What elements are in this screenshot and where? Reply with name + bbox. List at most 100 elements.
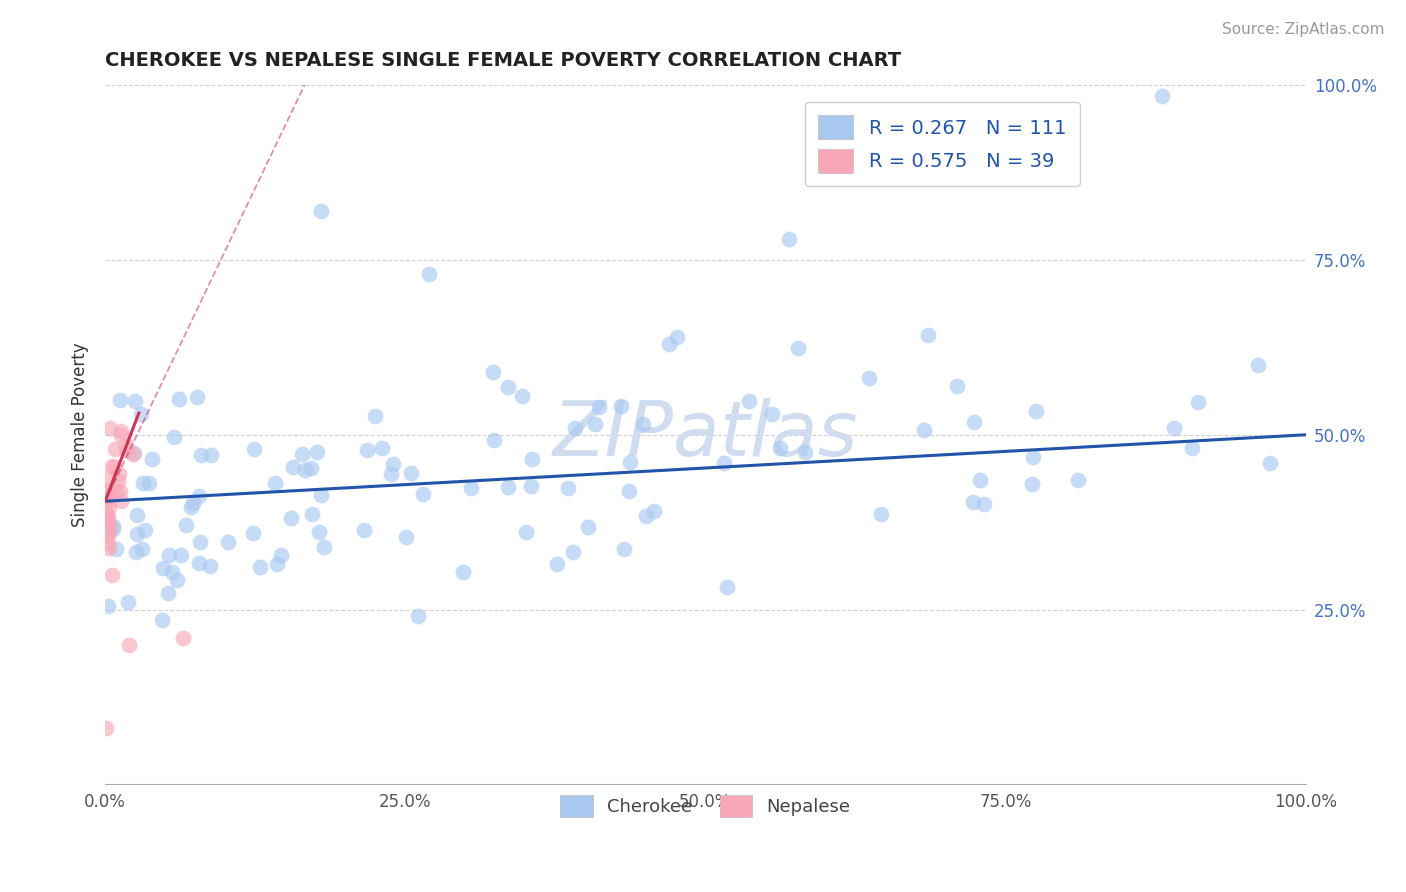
- Cherokee: [858, 370, 880, 384]
- Cherokee: [186, 390, 208, 404]
- Cherokee: [294, 463, 316, 477]
- Cherokee: [460, 481, 482, 495]
- Cherokee: [619, 455, 641, 469]
- Cherokee: [364, 409, 387, 424]
- Cherokee: [134, 523, 156, 537]
- Cherokee: [963, 415, 986, 429]
- Nepalese: [101, 487, 124, 501]
- Cherokee: [482, 365, 505, 379]
- Cherokee: [564, 421, 586, 435]
- Cherokee: [103, 519, 125, 533]
- Cherokee: [131, 541, 153, 556]
- Cherokee: [520, 478, 543, 492]
- Cherokee: [188, 489, 211, 503]
- Cherokee: [270, 549, 292, 563]
- Nepalese: [103, 460, 125, 475]
- Cherokee: [870, 507, 893, 521]
- Cherokee: [200, 449, 222, 463]
- Cherokee: [412, 487, 434, 501]
- Cherokee: [122, 446, 145, 460]
- Cherokee: [125, 545, 148, 559]
- Cherokee: [515, 524, 537, 539]
- Cherokee: [301, 507, 323, 521]
- Cherokee: [167, 392, 190, 406]
- Nepalese: [100, 567, 122, 582]
- Cherokee: [309, 488, 332, 502]
- Cherokee: [141, 452, 163, 467]
- Cherokee: [713, 456, 735, 470]
- Legend: Cherokee, Nepalese: Cherokee, Nepalese: [553, 788, 858, 824]
- Cherokee: [520, 451, 543, 466]
- Cherokee: [617, 484, 640, 499]
- Cherokee: [546, 558, 568, 572]
- Cherokee: [380, 467, 402, 481]
- Cherokee: [308, 525, 330, 540]
- Nepalese: [96, 514, 118, 528]
- Cherokee: [737, 393, 759, 408]
- Text: ZIPatlas: ZIPatlas: [553, 398, 858, 472]
- Cherokee: [496, 380, 519, 394]
- Cherokee: [917, 328, 939, 343]
- Cherokee: [1163, 421, 1185, 435]
- Cherokee: [962, 495, 984, 509]
- Cherokee: [1025, 404, 1047, 418]
- Cherokee: [291, 447, 314, 461]
- Nepalese: [97, 528, 120, 542]
- Cherokee: [97, 599, 120, 613]
- Cherokee: [242, 525, 264, 540]
- Cherokee: [969, 473, 991, 487]
- Nepalese: [98, 421, 121, 435]
- Cherokee: [157, 548, 180, 562]
- Cherokee: [127, 508, 149, 522]
- Cherokee: [512, 389, 534, 403]
- Cherokee: [110, 392, 132, 407]
- Nepalese: [104, 483, 127, 498]
- Cherokee: [198, 558, 221, 573]
- Cherokee: [633, 417, 655, 431]
- Nepalese: [104, 442, 127, 456]
- Cherokee: [408, 609, 430, 624]
- Cherokee: [356, 442, 378, 457]
- Cherokee: [666, 330, 689, 344]
- Cherokee: [1187, 395, 1209, 409]
- Cherokee: [1181, 441, 1204, 455]
- Cherokee: [180, 500, 202, 515]
- Cherokee: [266, 557, 288, 571]
- Nepalese: [98, 493, 121, 508]
- Nepalese: [107, 467, 129, 481]
- Cherokee: [557, 482, 579, 496]
- Cherokee: [188, 535, 211, 549]
- Cherokee: [312, 541, 335, 555]
- Nepalese: [98, 500, 121, 515]
- Cherokee: [1067, 473, 1090, 487]
- Cherokee: [786, 341, 808, 355]
- Cherokee: [311, 204, 333, 219]
- Cherokee: [1022, 450, 1045, 464]
- Cherokee: [150, 613, 173, 627]
- Nepalese: [115, 443, 138, 458]
- Cherokee: [132, 475, 155, 490]
- Nepalese: [97, 508, 120, 523]
- Cherokee: [217, 535, 239, 549]
- Cherokee: [1150, 88, 1173, 103]
- Nepalese: [107, 475, 129, 489]
- Nepalese: [108, 484, 131, 499]
- Text: Source: ZipAtlas.com: Source: ZipAtlas.com: [1222, 22, 1385, 37]
- Nepalese: [121, 447, 143, 461]
- Nepalese: [97, 523, 120, 537]
- Cherokee: [138, 476, 160, 491]
- Cherokee: [190, 449, 212, 463]
- Cherokee: [562, 544, 585, 558]
- Cherokee: [187, 556, 209, 570]
- Cherokee: [761, 407, 783, 421]
- Nepalese: [110, 494, 132, 508]
- Nepalese: [96, 515, 118, 529]
- Cherokee: [498, 480, 520, 494]
- Cherokee: [778, 232, 800, 246]
- Cherokee: [124, 394, 146, 409]
- Nepalese: [96, 515, 118, 529]
- Cherokee: [183, 496, 205, 510]
- Text: CHEROKEE VS NEPALESE SINGLE FEMALE POVERTY CORRELATION CHART: CHEROKEE VS NEPALESE SINGLE FEMALE POVER…: [105, 51, 901, 70]
- Cherokee: [643, 504, 665, 518]
- Cherokee: [588, 400, 610, 414]
